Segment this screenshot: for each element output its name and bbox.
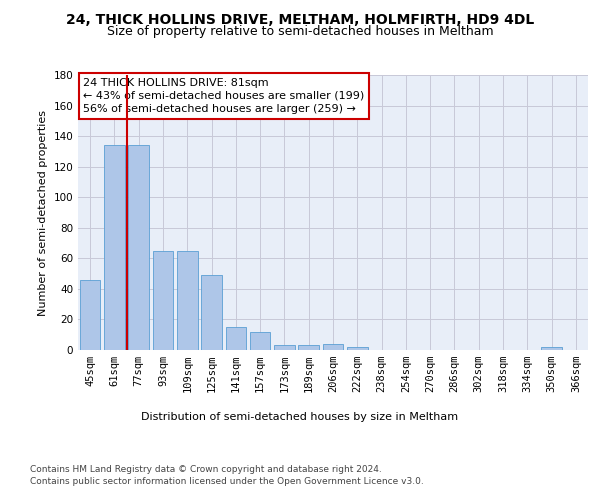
Bar <box>323 344 343 350</box>
Bar <box>152 250 173 350</box>
Text: Contains HM Land Registry data © Crown copyright and database right 2024.: Contains HM Land Registry data © Crown c… <box>30 465 382 474</box>
Bar <box>201 275 222 350</box>
Bar <box>250 332 271 350</box>
Bar <box>177 250 197 350</box>
Text: Size of property relative to semi-detached houses in Meltham: Size of property relative to semi-detach… <box>107 25 493 38</box>
Bar <box>80 280 100 350</box>
Text: Contains public sector information licensed under the Open Government Licence v3: Contains public sector information licen… <box>30 478 424 486</box>
Text: Distribution of semi-detached houses by size in Meltham: Distribution of semi-detached houses by … <box>142 412 458 422</box>
Bar <box>298 346 319 350</box>
Y-axis label: Number of semi-detached properties: Number of semi-detached properties <box>38 110 48 316</box>
Bar <box>347 347 368 350</box>
Text: 24, THICK HOLLINS DRIVE, MELTHAM, HOLMFIRTH, HD9 4DL: 24, THICK HOLLINS DRIVE, MELTHAM, HOLMFI… <box>66 12 534 26</box>
Bar <box>128 146 149 350</box>
Bar <box>541 347 562 350</box>
Text: 24 THICK HOLLINS DRIVE: 81sqm
← 43% of semi-detached houses are smaller (199)
56: 24 THICK HOLLINS DRIVE: 81sqm ← 43% of s… <box>83 78 364 114</box>
Bar <box>104 146 125 350</box>
Bar <box>274 346 295 350</box>
Bar <box>226 327 246 350</box>
